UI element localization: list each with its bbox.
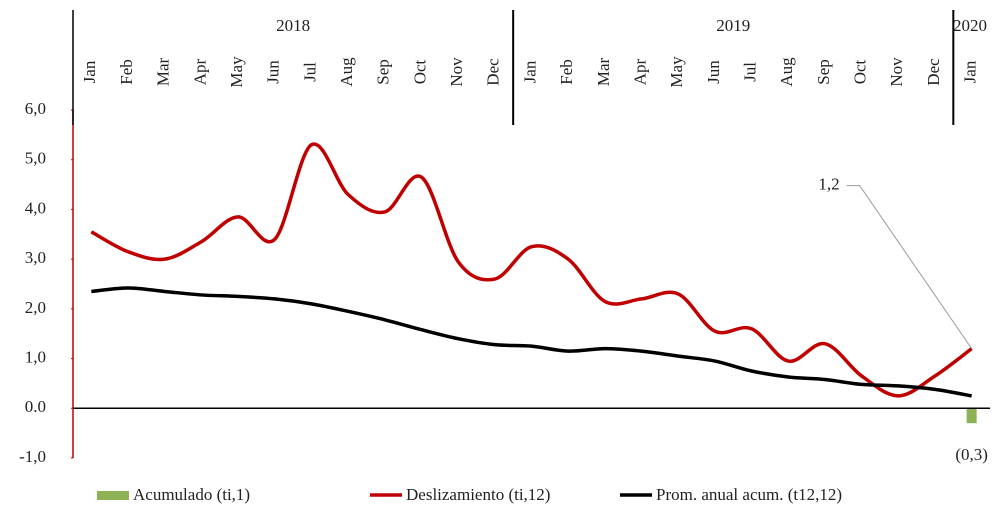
line bbox=[91, 286, 972, 398]
legend-swatch bbox=[97, 491, 129, 500]
year-label: 2018 bbox=[276, 16, 310, 35]
y-tick-label: 6,0 bbox=[25, 99, 46, 118]
y-tick-label: -1,0 bbox=[19, 447, 46, 466]
data-label: 1,2 bbox=[818, 175, 839, 194]
leader-line bbox=[846, 185, 973, 349]
x-tick-label: Mar bbox=[594, 58, 613, 87]
x-tick-label: Jan bbox=[80, 60, 99, 83]
x-tick-label: May bbox=[667, 56, 686, 88]
y-tick-label: 4,0 bbox=[25, 198, 46, 217]
x-tick-label: Jul bbox=[740, 62, 759, 82]
bar bbox=[966, 408, 977, 424]
y-tick-label: 0.0 bbox=[25, 397, 46, 416]
y-tick-label: 1,0 bbox=[25, 347, 46, 366]
x-tick-label: Apr bbox=[630, 58, 649, 85]
year-label: 2019 bbox=[716, 16, 750, 35]
x-tick-label: Nov bbox=[447, 57, 466, 87]
x-tick-label: Jul bbox=[300, 62, 319, 82]
data-label: (0,3) bbox=[955, 445, 988, 464]
legend-label: Deslizamiento (ti,12) bbox=[406, 485, 550, 504]
year-label: 2020 bbox=[953, 16, 987, 35]
x-tick-label: Jun bbox=[704, 60, 723, 84]
x-tick-label: Oct bbox=[410, 59, 429, 84]
x-tick-label: Dec bbox=[484, 58, 503, 86]
x-tick-label: Jun bbox=[264, 60, 283, 84]
x-tick-label: Feb bbox=[557, 59, 576, 85]
x-tick-label: Aug bbox=[777, 57, 796, 87]
legend-label: Acumulado (ti,1) bbox=[133, 485, 250, 504]
x-tick-label: Jan bbox=[520, 60, 539, 83]
x-tick-label: Jan bbox=[961, 60, 980, 83]
y-tick-label: 5,0 bbox=[25, 149, 46, 168]
x-tick-label: Feb bbox=[117, 59, 136, 85]
x-tick-label: Mar bbox=[154, 58, 173, 87]
x-tick-label: May bbox=[227, 56, 246, 88]
x-tick-label: Sep bbox=[374, 59, 393, 85]
x-tick-label: Dec bbox=[924, 58, 943, 86]
y-tick-label: 2,0 bbox=[25, 298, 46, 317]
x-tick-label: Oct bbox=[851, 59, 870, 84]
y-tick-label: 3,0 bbox=[25, 248, 46, 267]
x-tick-label: Apr bbox=[190, 58, 209, 85]
x-tick-label: Sep bbox=[814, 59, 833, 85]
x-tick-label: Aug bbox=[337, 57, 356, 87]
legend-label: Prom. anual acum. (t12,12) bbox=[656, 485, 842, 504]
x-tick-label: Nov bbox=[887, 57, 906, 87]
line bbox=[90, 142, 973, 398]
